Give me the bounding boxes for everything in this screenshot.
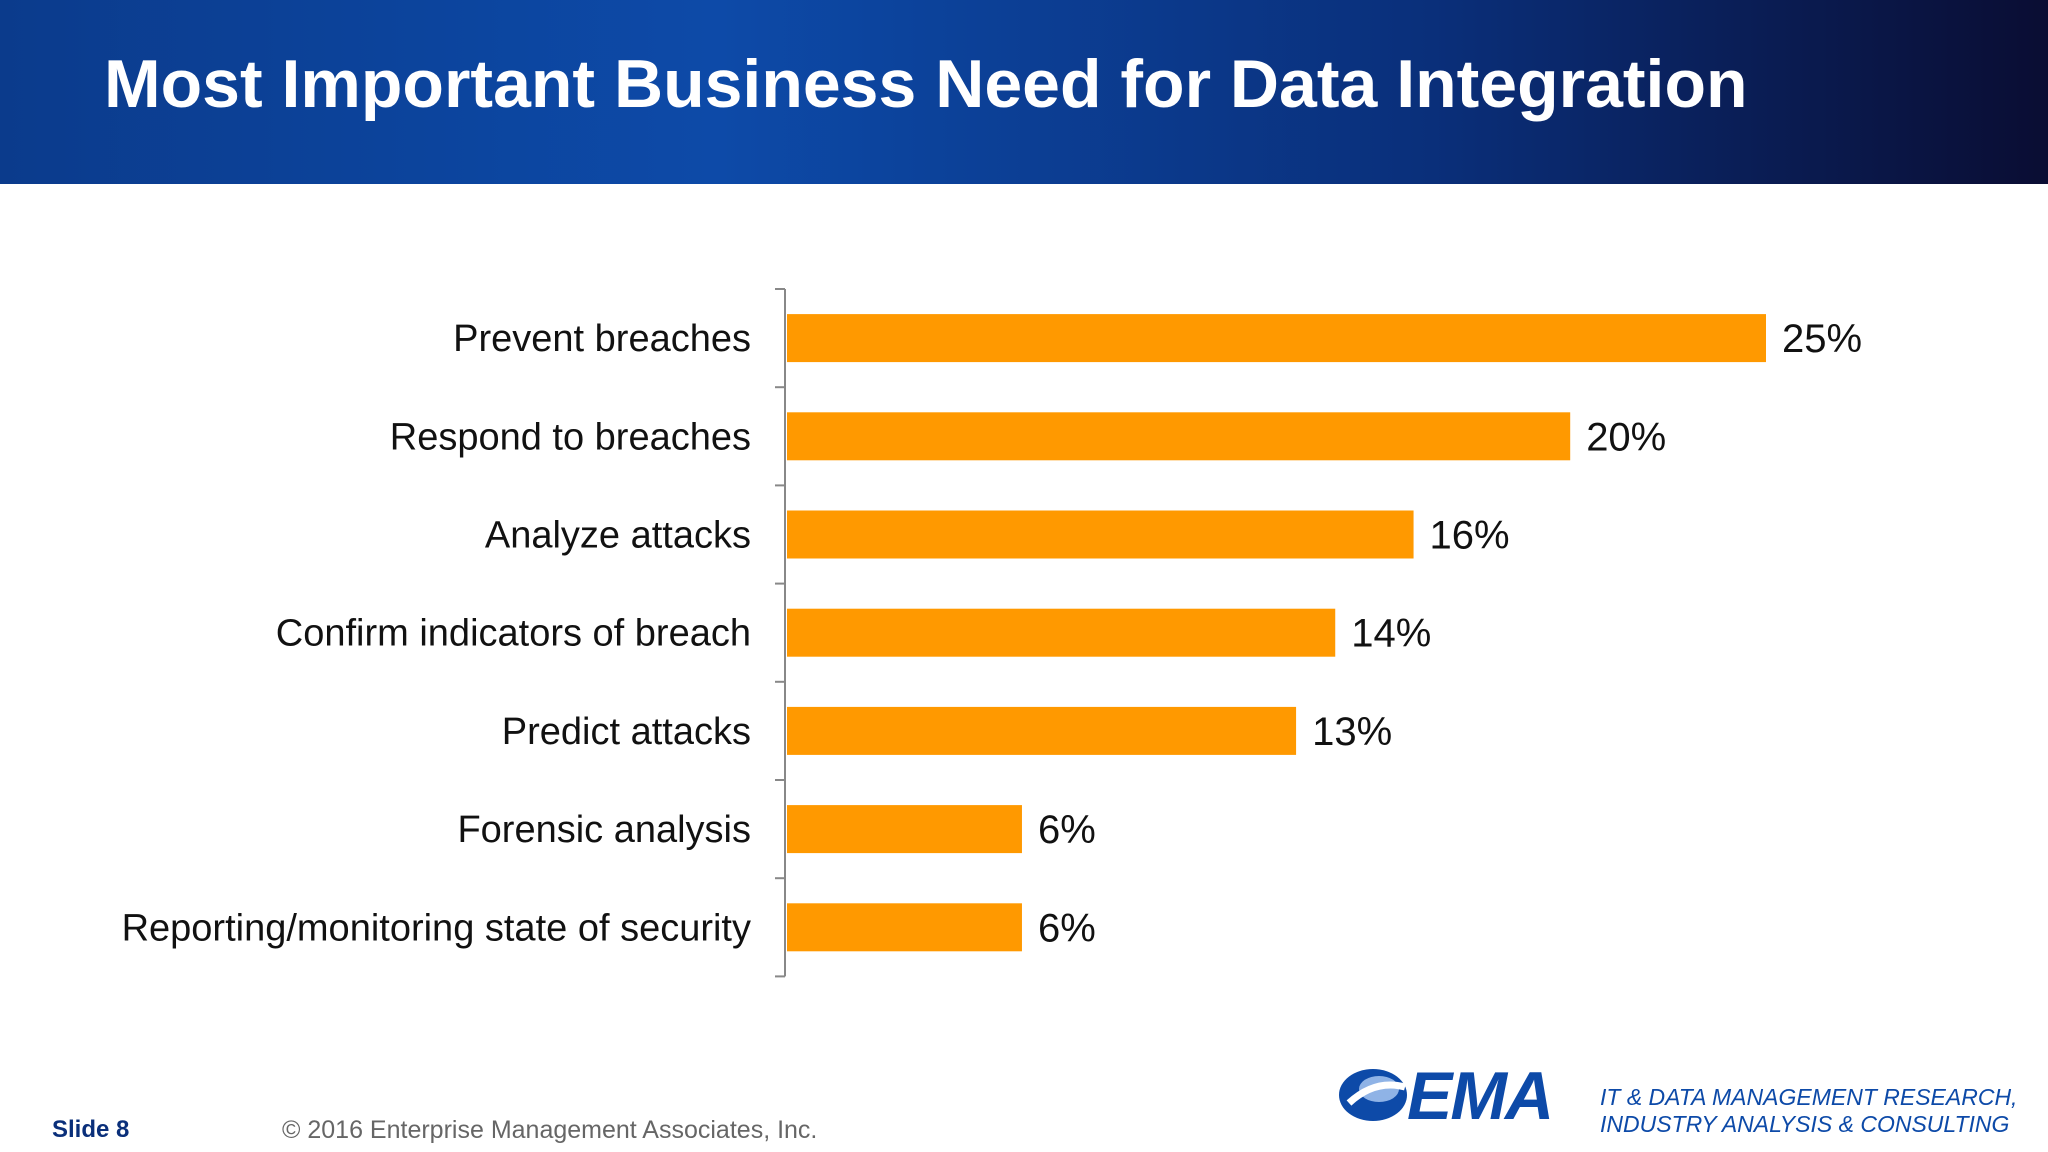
category-label: Analyze attacks [485,515,751,557]
value-label: 14% [1351,612,1431,656]
ema-swirl-icon [1339,1069,1407,1121]
category-label: Confirm indicators of breach [276,613,751,655]
value-label: 16% [1430,514,1510,558]
ema-logo: EMA [1335,1055,1575,1145]
category-label: Predict attacks [502,711,751,753]
ema-logo-text: EMA [1407,1058,1554,1134]
tagline: IT & DATA MANAGEMENT RESEARCH, INDUSTRY … [1600,1084,2040,1138]
category-label: Prevent breaches [453,318,751,360]
category-label: Respond to breaches [390,416,751,458]
bar [787,608,1336,657]
slide-number: Slide 8 [52,1116,130,1143]
value-label: 13% [1312,710,1392,754]
bar [787,903,1022,952]
value-label: 6% [1038,808,1096,852]
bar [787,412,1571,461]
category-label: Forensic analysis [457,809,751,851]
copyright-text: © 2016 Enterprise Management Associates,… [282,1116,818,1144]
value-label: 20% [1586,415,1666,459]
bar [787,314,1766,363]
value-label: 25% [1782,317,1862,361]
bar [787,706,1297,755]
tagline-line-2: INDUSTRY ANALYSIS & CONSULTING [1600,1111,2010,1137]
header-banner: Most Important Business Need for Data In… [0,0,2048,184]
bar [787,510,1414,559]
bar [787,805,1022,854]
tagline-line-1: IT & DATA MANAGEMENT RESEARCH, [1600,1084,2018,1110]
page-title: Most Important Business Need for Data In… [104,46,1748,122]
value-label: 6% [1038,906,1096,950]
category-label: Reporting/monitoring state of security [122,907,751,949]
